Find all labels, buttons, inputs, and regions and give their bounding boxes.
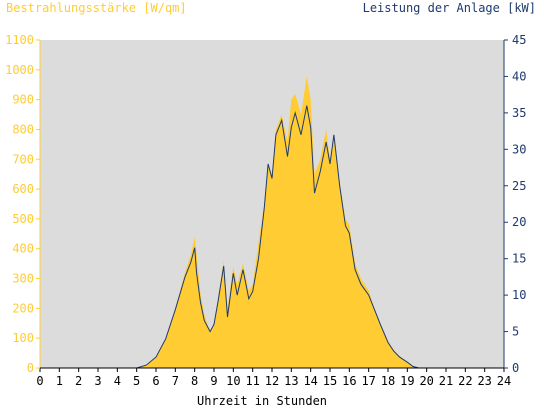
left-y-axis-ticks: 0 100 200 300 400 500 600 700 800 900 1000 1100 bbox=[5, 33, 40, 375]
x-tick-label: 17 bbox=[361, 374, 375, 388]
left-y-tick-label: 0 bbox=[27, 361, 34, 375]
right-axis-title: Leistung der Anlage [kW] bbox=[363, 1, 536, 15]
right-y-tick-label: 15 bbox=[512, 252, 526, 266]
right-y-axis-ticks: 0 5 10 15 20 25 30 35 40 45 bbox=[504, 33, 526, 375]
x-tick-label: 12 bbox=[265, 374, 279, 388]
x-axis-title: Uhrzeit in Stunden bbox=[197, 394, 327, 408]
x-tick-label: 19 bbox=[400, 374, 414, 388]
left-y-tick-label: 500 bbox=[12, 212, 34, 226]
left-y-tick-label: 1100 bbox=[5, 33, 34, 47]
right-y-tick-label: 25 bbox=[512, 179, 526, 193]
right-y-tick-label: 45 bbox=[512, 33, 526, 47]
x-tick-label: 9 bbox=[210, 374, 217, 388]
x-tick-label: 11 bbox=[245, 374, 259, 388]
right-y-tick-label: 5 bbox=[512, 325, 519, 339]
x-tick-label: 20 bbox=[419, 374, 433, 388]
x-tick-label: 22 bbox=[458, 374, 472, 388]
x-tick-label: 13 bbox=[284, 374, 298, 388]
x-tick-label: 8 bbox=[191, 374, 198, 388]
right-y-tick-label: 0 bbox=[512, 361, 519, 375]
x-tick-label: 7 bbox=[172, 374, 179, 388]
left-y-tick-label: 300 bbox=[12, 272, 34, 286]
left-y-tick-label: 600 bbox=[12, 182, 34, 196]
x-tick-label: 18 bbox=[381, 374, 395, 388]
x-tick-label: 15 bbox=[323, 374, 337, 388]
x-tick-label: 6 bbox=[152, 374, 159, 388]
x-tick-label: 3 bbox=[94, 374, 101, 388]
right-y-tick-label: 35 bbox=[512, 106, 526, 120]
x-tick-label: 2 bbox=[75, 374, 82, 388]
left-y-tick-label: 700 bbox=[12, 152, 34, 166]
irradiance-area bbox=[40, 75, 504, 369]
left-y-tick-label: 1000 bbox=[5, 63, 34, 77]
x-tick-label: 5 bbox=[133, 374, 140, 388]
left-y-tick-label: 400 bbox=[12, 242, 34, 256]
x-tick-label: 4 bbox=[114, 374, 121, 388]
power-line bbox=[40, 105, 504, 369]
x-axis-ticks: 0 1 2 3 4 5 6 7 8 9 10 11 12 13 14 15 16 17 18 19 20 21 22 23 24 bbox=[36, 368, 511, 388]
left-y-tick-label: 200 bbox=[12, 301, 34, 315]
left-y-tick-label: 800 bbox=[12, 122, 34, 136]
x-tick-label: 16 bbox=[342, 374, 356, 388]
x-tick-label: 21 bbox=[439, 374, 453, 388]
right-y-tick-label: 40 bbox=[512, 69, 526, 83]
right-y-tick-label: 10 bbox=[512, 288, 526, 302]
right-y-tick-label: 30 bbox=[512, 142, 526, 156]
x-tick-label: 14 bbox=[303, 374, 317, 388]
right-y-tick-label: 20 bbox=[512, 215, 526, 229]
x-tick-label: 0 bbox=[36, 374, 43, 388]
x-tick-label: 10 bbox=[226, 374, 240, 388]
x-tick-label: 1 bbox=[56, 374, 63, 388]
left-y-tick-label: 100 bbox=[12, 331, 34, 345]
left-y-tick-label: 900 bbox=[12, 93, 34, 107]
left-axis-title: Bestrahlungsstärke [W/qm] bbox=[6, 1, 187, 15]
x-tick-label: 23 bbox=[477, 374, 491, 388]
x-tick-label: 24 bbox=[497, 374, 511, 388]
